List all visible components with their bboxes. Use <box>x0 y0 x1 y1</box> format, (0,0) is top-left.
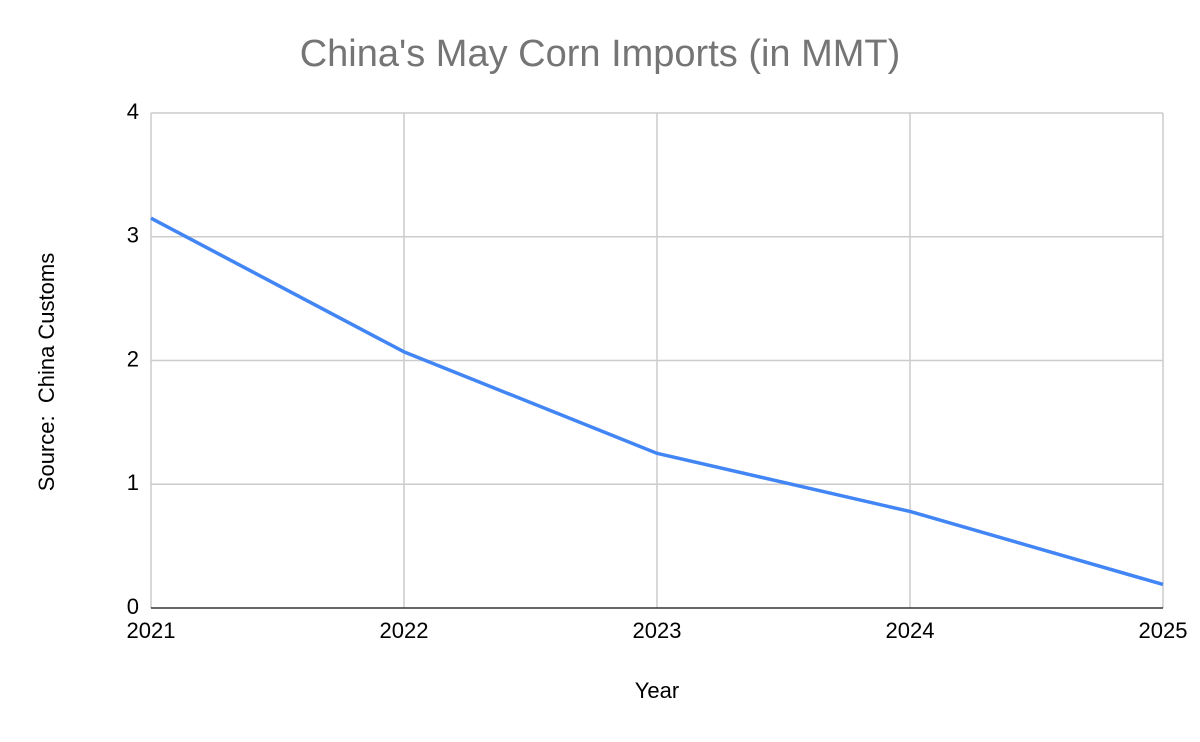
x-tick-label: 2022 <box>380 618 429 643</box>
y-axis-label: Source: China Customs <box>34 253 59 491</box>
y-tick-label: 4 <box>127 99 139 124</box>
x-axis-label: Year <box>635 678 679 703</box>
y-tick-label: 0 <box>127 594 139 619</box>
chart-title: China's May Corn Imports (in MMT) <box>300 33 901 75</box>
data-line <box>150 216 1164 587</box>
y-tick-label: 3 <box>127 223 139 248</box>
x-tick-label: 2021 <box>127 618 176 643</box>
y-tick-label: 2 <box>127 346 139 371</box>
x-tick-label: 2024 <box>886 618 935 643</box>
y-tick-label: 1 <box>127 470 139 495</box>
x-tick-label: 2023 <box>633 618 682 643</box>
x-tick-label: 2025 <box>1139 618 1188 643</box>
